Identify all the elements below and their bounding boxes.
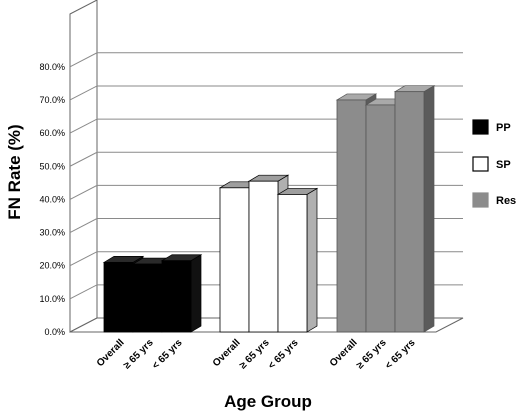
legend-label: Res — [496, 195, 516, 207]
series-pp — [102, 254, 203, 333]
y-tick-label: 60.0% — [39, 128, 65, 138]
legend-label: SP — [496, 159, 511, 171]
legend: PP SP Res — [472, 119, 516, 208]
y-tick-label: 40.0% — [39, 194, 65, 204]
y-tick-label: 70.0% — [39, 95, 65, 105]
y-tick-label: 30.0% — [39, 228, 65, 238]
x-tick-label: < 65 yrs — [266, 337, 301, 372]
x-axis-title: Age Group — [224, 392, 312, 411]
x-tick-labels: Overall≥ 65 yrs< 65 yrs Overall≥ 65 yrs< … — [95, 337, 418, 372]
legend-item-sp: SP — [472, 156, 511, 172]
y-tick-label: 0.0% — [44, 327, 65, 337]
x-tick-label: ≥ 65 yrs — [122, 337, 156, 371]
series-sp — [218, 174, 319, 333]
x-tick-label: < 65 yrs — [383, 337, 418, 372]
bar-pp-lt-65-yrs — [160, 254, 203, 333]
legend-label: PP — [496, 122, 511, 134]
side-wall — [69, 0, 98, 333]
x-tick-label: ≥ 65 yrs — [238, 337, 272, 371]
y-tick-label: 80.0% — [39, 62, 65, 72]
bar-sp-lt-65-yrs — [276, 187, 319, 333]
legend-item-res: Res — [472, 192, 516, 208]
y-axis-title: FN Rate (%) — [5, 124, 24, 219]
y-tick-labels: 0.0% 10.0% 20.0% 30.0% 40.0% 50.0% 60.0% 70.0% 8… — [39, 62, 65, 337]
legend-item-pp: PP — [472, 119, 511, 135]
legend-swatch — [472, 156, 489, 172]
bars — [102, 85, 436, 333]
bar-res-lt-65-yrs — [393, 85, 436, 333]
gridline — [69, 85, 463, 101]
y-tick-label: 50.0% — [39, 161, 65, 171]
y-tick-label: 10.0% — [39, 294, 65, 304]
x-tick-label: ≥ 65 yrs — [355, 337, 389, 371]
legend-swatch — [472, 119, 489, 135]
gridline — [69, 52, 463, 68]
series-res — [335, 85, 436, 333]
y-tick-label: 20.0% — [39, 261, 65, 271]
legend-swatch — [472, 192, 489, 208]
x-tick-label: < 65 yrs — [150, 337, 185, 372]
